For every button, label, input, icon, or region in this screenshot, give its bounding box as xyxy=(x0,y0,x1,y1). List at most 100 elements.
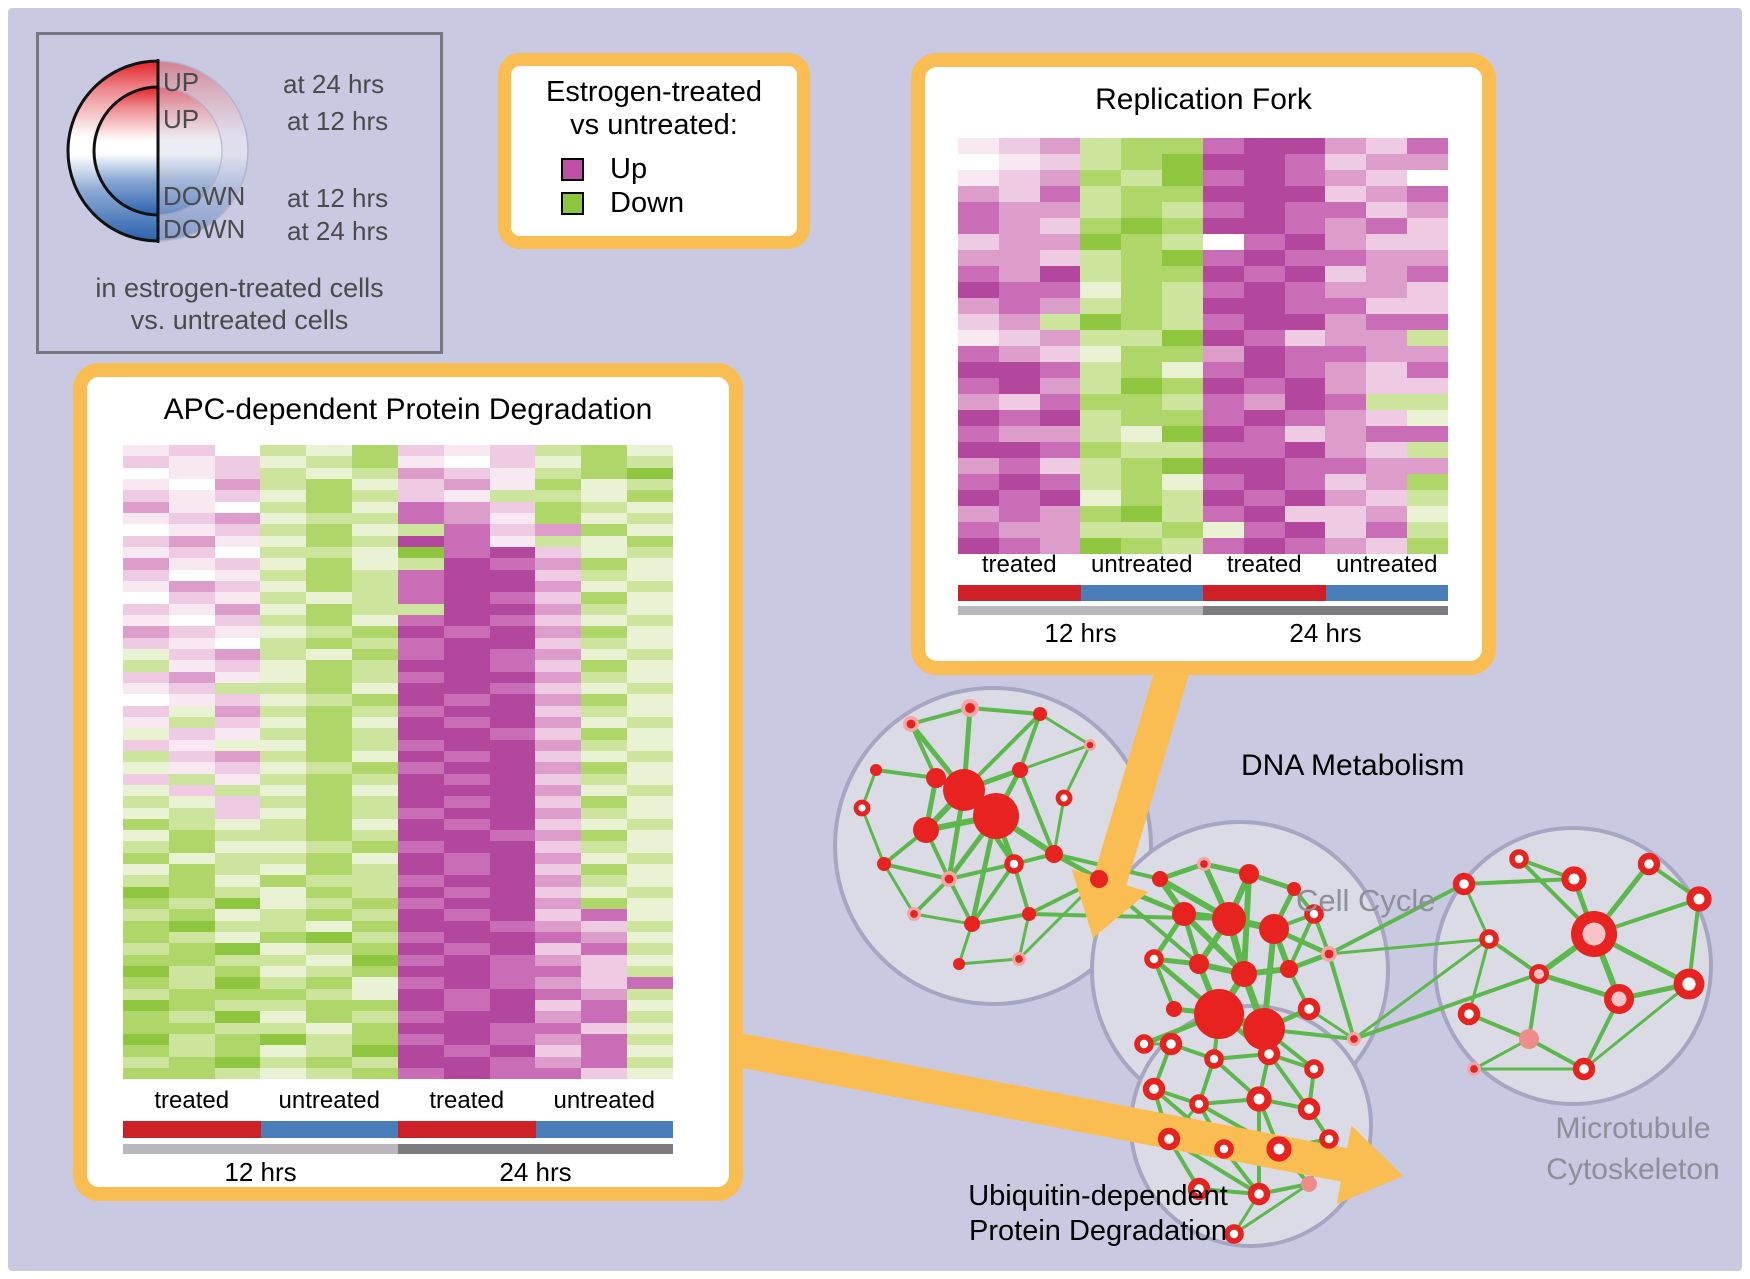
gene-node-pink-core xyxy=(1529,964,1549,984)
cell-cycle-label: Cell Cycle xyxy=(1296,883,1436,918)
heatmap-cell xyxy=(1080,490,1122,506)
heatmap-cell xyxy=(535,852,582,865)
heatmap-cell xyxy=(260,1068,307,1080)
heatmap-cell xyxy=(397,490,444,502)
heatmap-cell xyxy=(352,501,398,513)
heatmap-row xyxy=(123,886,673,899)
heatmap-cell xyxy=(168,535,215,547)
heatmap-cell xyxy=(581,705,628,717)
network-edge xyxy=(1240,972,1268,1031)
heatmap-cell xyxy=(489,524,536,536)
heatmap-cell xyxy=(443,546,490,559)
heatmap-cell xyxy=(306,886,353,899)
heatmap-cell xyxy=(535,841,582,853)
network-edge xyxy=(1257,1098,1281,1150)
ubiquitin-degradation-label: Ubiquitin-dependent Protein Degradation xyxy=(958,1179,1238,1249)
heatmap-cell xyxy=(1162,442,1203,458)
heatmap-cell xyxy=(352,546,398,559)
network-edge xyxy=(1019,743,1091,772)
network-edge xyxy=(1212,1057,1261,1101)
heatmap-cell xyxy=(123,614,169,627)
heatmap-cell xyxy=(489,841,536,853)
heatmap-cell xyxy=(397,898,444,910)
heatmap-cell xyxy=(214,535,261,547)
heatmap-cell xyxy=(1407,138,1448,154)
heatmap-cell xyxy=(1039,154,1081,170)
network-edge xyxy=(1591,932,1622,1001)
heatmap-cell xyxy=(581,750,628,763)
heatmap-cell xyxy=(627,637,673,649)
heatmap-cell xyxy=(958,282,999,298)
heatmap-cell xyxy=(1121,298,1163,314)
heatmap-cell xyxy=(123,750,169,763)
network-edge xyxy=(1267,1052,1311,1111)
heatmap-cell xyxy=(1366,506,1408,522)
heatmap-cell xyxy=(1039,410,1081,426)
heatmap-cell xyxy=(306,784,353,797)
network-edge xyxy=(1173,1006,1220,1017)
heatmap-cell xyxy=(397,467,444,479)
heatmap-cell xyxy=(397,773,444,785)
heatmap-cell xyxy=(306,603,353,615)
heatmap-cell xyxy=(1162,506,1203,522)
heatmap-cell xyxy=(397,637,444,649)
heatmap-cell xyxy=(306,841,353,853)
gene-node-white-center xyxy=(1004,854,1024,874)
heatmap-cell xyxy=(443,512,490,525)
rf-group-treated-24: treated xyxy=(1226,551,1302,578)
network-edge xyxy=(1217,1012,1271,1056)
heatmap-cell xyxy=(535,660,582,672)
network-edge xyxy=(1183,910,1230,923)
heatmap-cell xyxy=(489,750,536,763)
heatmap-cell xyxy=(168,512,215,525)
heatmap-cell xyxy=(214,546,261,559)
network-edge xyxy=(1353,972,1540,1041)
heatmap-cell xyxy=(1284,442,1326,458)
heatmap-cell xyxy=(1407,314,1448,330)
cluster-cell-cycle xyxy=(1090,820,1390,1120)
heatmap-row xyxy=(123,456,673,468)
heatmap-row xyxy=(123,580,673,593)
heatmap-cell xyxy=(214,558,261,570)
rf-group-untreated-24: untreated xyxy=(1336,551,1438,578)
network-edge xyxy=(961,788,1017,866)
network-edge xyxy=(1308,1007,1355,1041)
heatmap-cell xyxy=(535,603,582,615)
heatmap-cell xyxy=(397,694,444,706)
heatmap-cell xyxy=(1080,330,1122,346)
network-edge xyxy=(1152,957,1221,1016)
heatmap-cell xyxy=(1284,330,1326,346)
heatmap-cell xyxy=(168,1056,215,1069)
heatmap-cell xyxy=(627,773,673,785)
heatmap-cell xyxy=(123,773,169,785)
apc-time-labels: 12 hrs 24 hrs xyxy=(123,1158,673,1187)
heatmap-cell xyxy=(168,1034,215,1046)
heatmap-cell xyxy=(306,1000,353,1012)
heatmap-cell xyxy=(627,1034,673,1046)
heatmap-cell xyxy=(489,558,536,570)
heatmap-cell xyxy=(627,569,673,581)
heatmap-row xyxy=(958,314,1448,330)
network-edge xyxy=(1198,961,1245,977)
heatmap-cell xyxy=(1366,250,1408,266)
heatmap-row xyxy=(123,1022,673,1035)
heatmap-cell xyxy=(168,841,215,853)
network-edge xyxy=(1328,937,1490,956)
gene-node-solid xyxy=(1045,845,1063,863)
heatmap-cell xyxy=(260,705,307,717)
heatmap-cell xyxy=(1039,394,1081,410)
heatmap-cell xyxy=(123,671,169,683)
heatmap-cell xyxy=(123,1045,169,1057)
heatmap-cell xyxy=(1121,538,1163,554)
heatmap-cell xyxy=(260,1000,307,1012)
heatmap-cell xyxy=(397,1045,444,1057)
heatmap-cell xyxy=(443,818,490,831)
heatmap-cell xyxy=(535,932,582,944)
heatmap-cell xyxy=(1121,138,1163,154)
heatmap-cell xyxy=(260,1022,307,1035)
network-edge xyxy=(1583,982,1690,1071)
heatmap-cell xyxy=(627,671,673,683)
heatmap-cell xyxy=(627,546,673,559)
heatmap-cell xyxy=(1284,154,1326,170)
heatmap-cell xyxy=(1243,458,1285,474)
